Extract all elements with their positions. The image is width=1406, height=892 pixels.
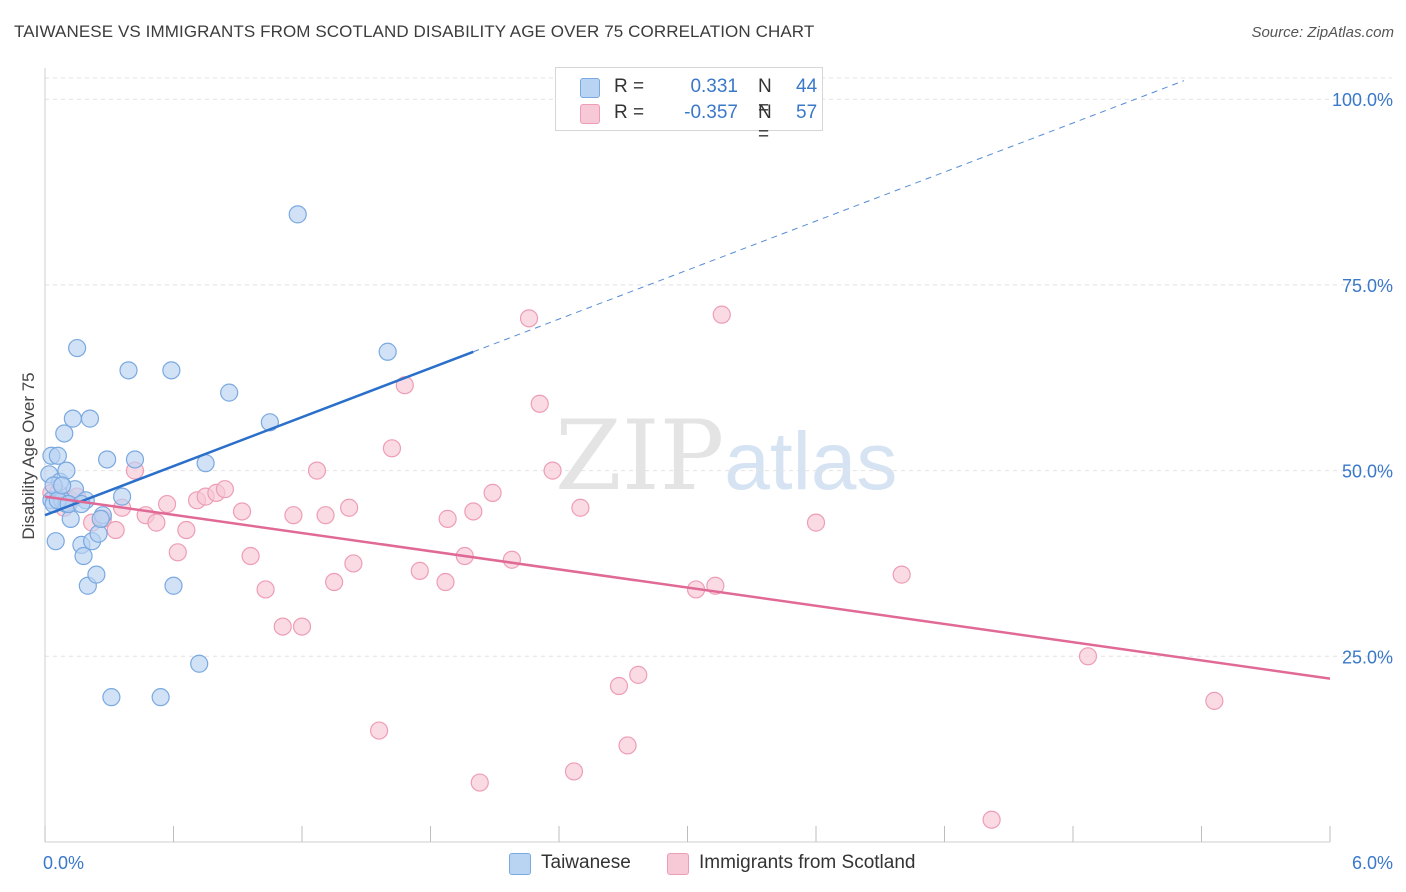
taiwanese-legend-swatch bbox=[509, 853, 531, 875]
taiwanese-point bbox=[80, 409, 100, 428]
taiwanese-point bbox=[46, 532, 65, 551]
taiwanese-point bbox=[55, 424, 74, 443]
y-tick-label: 25.0% bbox=[1342, 647, 1393, 667]
watermark-atlas: atlas bbox=[724, 416, 898, 507]
scotland-legend-label: Immigrants from Scotland bbox=[699, 852, 916, 873]
correlation-legend: R = 0.331 N = 44 R = -0.357 N = 57 bbox=[555, 67, 823, 145]
scotland-point bbox=[629, 665, 648, 684]
scotland-trendline bbox=[44, 495, 1331, 680]
scotland-swatch bbox=[580, 104, 600, 124]
scotland-point bbox=[1205, 691, 1224, 710]
scotland-legend-swatch bbox=[667, 853, 689, 875]
taiwanese-point bbox=[98, 450, 117, 469]
taiwanese-point bbox=[102, 688, 121, 707]
scotland-point bbox=[564, 762, 584, 781]
taiwanese-point bbox=[288, 205, 307, 224]
x-tick-label: 0.0% bbox=[43, 853, 84, 873]
watermark: ZIPatlas bbox=[555, 400, 897, 512]
r-value: -0.357 bbox=[684, 102, 738, 123]
scotland-point bbox=[292, 617, 312, 636]
scotland-point bbox=[382, 439, 402, 458]
scotland-point bbox=[410, 561, 429, 580]
taiwanese-point bbox=[112, 487, 132, 506]
scotland-point bbox=[215, 480, 234, 499]
r-label: R = bbox=[614, 76, 645, 97]
taiwanese-point bbox=[190, 654, 209, 673]
taiwanese-swatch bbox=[580, 78, 600, 98]
taiwanese-point bbox=[119, 361, 138, 380]
scotland-point bbox=[571, 498, 590, 517]
scotland-point bbox=[618, 736, 637, 755]
taiwanese-point bbox=[53, 476, 72, 495]
scotland-point bbox=[325, 572, 344, 592]
n-value: 44 bbox=[796, 76, 818, 97]
taiwanese-point bbox=[164, 576, 183, 595]
scotland-point bbox=[307, 461, 327, 480]
y-tick-label: 100.0% bbox=[1332, 90, 1393, 110]
taiwanese-trendline bbox=[44, 350, 474, 517]
taiwanese-point bbox=[61, 509, 80, 528]
scotland-point bbox=[344, 554, 363, 573]
taiwanese-point bbox=[151, 688, 170, 707]
scotland-point bbox=[168, 543, 187, 562]
scotland-point bbox=[177, 520, 196, 540]
y-tick-label: 50.0% bbox=[1342, 462, 1393, 482]
scotland-point bbox=[982, 810, 1001, 829]
taiwanese-trendline-extension bbox=[473, 80, 1185, 353]
n-label: N = bbox=[758, 102, 772, 145]
taiwanese-point bbox=[162, 361, 181, 380]
n-label: N = bbox=[758, 76, 772, 119]
taiwanese-point bbox=[89, 524, 108, 543]
scotland-point bbox=[892, 565, 911, 584]
taiwanese-point bbox=[378, 342, 397, 361]
chart-title: TAIWANESE VS IMMIGRANTS FROM SCOTLAND DI… bbox=[14, 22, 815, 41]
r-label: R = bbox=[614, 102, 645, 123]
scotland-point bbox=[712, 305, 731, 324]
scotland-point bbox=[438, 509, 457, 528]
taiwanese-point bbox=[48, 446, 67, 465]
taiwanese-point bbox=[63, 409, 82, 428]
scotland-point bbox=[470, 773, 489, 792]
scotland-point bbox=[502, 550, 521, 569]
scotland-point bbox=[483, 483, 502, 502]
scotland-point bbox=[106, 520, 125, 540]
y-axis-label: Disability Age Over 75 bbox=[19, 372, 38, 539]
n-value: 57 bbox=[796, 102, 818, 123]
scotland-point bbox=[284, 506, 303, 525]
taiwanese-point bbox=[74, 546, 93, 566]
scotland-point bbox=[316, 506, 335, 525]
taiwanese-point bbox=[220, 383, 239, 402]
scotland-point bbox=[436, 572, 455, 592]
scotland-point bbox=[273, 617, 292, 636]
scotland-point bbox=[530, 394, 549, 413]
scotland-point bbox=[806, 513, 826, 532]
r-value: 0.331 bbox=[690, 76, 738, 97]
scotland-point bbox=[1078, 647, 1098, 666]
scotland-point bbox=[241, 546, 260, 566]
taiwanese-legend-label: Taiwanese bbox=[541, 852, 631, 873]
scotland-point bbox=[147, 513, 166, 532]
scotland-point bbox=[609, 676, 629, 696]
scotland-point bbox=[340, 498, 359, 517]
scotland-point bbox=[370, 721, 389, 740]
scotland-point bbox=[464, 502, 483, 521]
scotland-point bbox=[543, 461, 562, 480]
scotland-point bbox=[157, 494, 177, 514]
scotland-point bbox=[232, 502, 252, 521]
taiwanese-point bbox=[68, 338, 87, 358]
y-tick-label: 75.0% bbox=[1342, 276, 1393, 296]
scotland-point bbox=[519, 309, 539, 328]
watermark-zip: ZIP bbox=[555, 400, 725, 512]
taiwanese-point bbox=[87, 565, 106, 584]
source-label: Source: ZipAtlas.com bbox=[1251, 24, 1394, 41]
taiwanese-point bbox=[91, 509, 110, 528]
x-tick-label: 6.0% bbox=[1352, 853, 1393, 873]
scotland-point bbox=[256, 580, 275, 599]
taiwanese-point bbox=[125, 450, 145, 469]
